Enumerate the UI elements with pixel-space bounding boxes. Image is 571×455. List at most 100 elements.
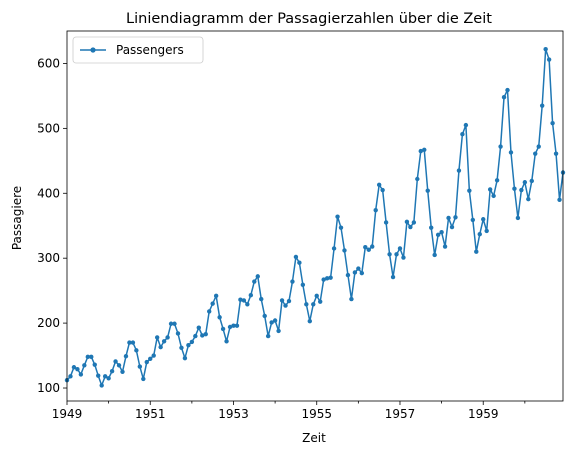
data-point: [408, 224, 413, 230]
data-point: [130, 340, 136, 345]
data-point: [328, 275, 333, 280]
data-point: [470, 217, 476, 223]
data-point: [144, 359, 149, 365]
plot-area: [64, 30, 566, 402]
data-point: [106, 376, 111, 381]
data-point: [154, 335, 160, 340]
data-point: [148, 356, 153, 362]
data-point: [127, 340, 132, 345]
data-point: [380, 187, 385, 193]
data-point: [359, 270, 365, 276]
data-point: [550, 120, 555, 126]
data-point: [342, 248, 347, 253]
data-point: [331, 246, 337, 251]
data-point: [99, 383, 104, 388]
data-point: [168, 321, 174, 326]
data-point: [435, 232, 441, 238]
data-point: [533, 151, 538, 156]
data-point: [300, 282, 306, 288]
data-point: [456, 168, 462, 173]
data-point: [415, 176, 420, 182]
legend: Passengers: [72, 36, 204, 64]
data-point: [71, 365, 77, 370]
data-point: [238, 297, 243, 302]
x-tick-label: 1949: [52, 407, 83, 421]
data-point: [557, 197, 562, 202]
data-point: [179, 345, 184, 350]
data-point: [151, 353, 156, 358]
data-point: [335, 214, 340, 219]
plot-frame: [66, 30, 564, 402]
data-point: [422, 147, 427, 152]
data-point: [182, 355, 188, 361]
data-point: [481, 217, 486, 222]
data-point: [432, 252, 437, 258]
data-point: [290, 279, 295, 284]
data-point: [189, 339, 195, 345]
data-point: [165, 335, 170, 340]
data-point: [338, 225, 344, 230]
data-point: [429, 225, 434, 230]
data-point: [324, 276, 330, 281]
data-point: [363, 244, 368, 250]
legend-box: [72, 36, 204, 64]
data-point: [318, 299, 323, 304]
data-point: [210, 301, 215, 306]
data-point: [484, 228, 489, 234]
data-point: [262, 313, 267, 319]
data-point: [161, 339, 167, 344]
series-group: [64, 46, 566, 388]
x-axis: 1949 1951 1953 1955 1957 1959: [52, 401, 526, 421]
data-point: [463, 122, 469, 128]
data-point: [442, 244, 448, 249]
data-point: [352, 270, 358, 275]
data-point: [512, 186, 517, 191]
data-point: [536, 144, 541, 149]
data-point: [234, 323, 240, 328]
data-point: [75, 366, 80, 372]
data-point: [321, 277, 326, 282]
data-point: [276, 328, 281, 334]
data-point: [505, 87, 510, 93]
data-point: [383, 220, 389, 225]
data-point: [227, 324, 233, 330]
data-point: [213, 293, 219, 299]
data-point: [460, 132, 465, 137]
data-point: [376, 182, 382, 188]
data-point: [477, 231, 482, 237]
data-point: [248, 292, 254, 298]
data-point: [501, 95, 507, 100]
data-point: [311, 302, 316, 307]
data-point: [304, 302, 309, 307]
data-point: [553, 151, 559, 156]
data-point: [259, 296, 264, 302]
data-point: [217, 315, 222, 320]
data-point: [265, 333, 271, 339]
data-point: [96, 373, 101, 378]
data-point: [404, 219, 410, 225]
data-point: [279, 298, 285, 303]
data-point: [102, 374, 108, 379]
x-tick-label: 1955: [301, 407, 332, 421]
data-point: [449, 224, 455, 230]
data-point: [241, 298, 247, 303]
data-point: [293, 254, 299, 260]
data-point: [137, 364, 143, 369]
data-point: [418, 148, 423, 154]
data-point: [508, 150, 514, 155]
data-point: [526, 196, 531, 202]
data-point: [255, 274, 260, 279]
data-point: [172, 321, 177, 326]
data-point: [272, 318, 278, 323]
data-point: [200, 333, 205, 338]
data-point: [207, 309, 212, 314]
data-point: [82, 363, 87, 368]
data-point: [196, 325, 201, 330]
data-point: [220, 326, 226, 332]
y-tick-label: 500: [37, 121, 60, 135]
x-tick-label: 1959: [468, 407, 499, 421]
y-tick-label: 100: [37, 381, 60, 395]
data-point: [345, 272, 351, 278]
data-point: [543, 46, 548, 52]
